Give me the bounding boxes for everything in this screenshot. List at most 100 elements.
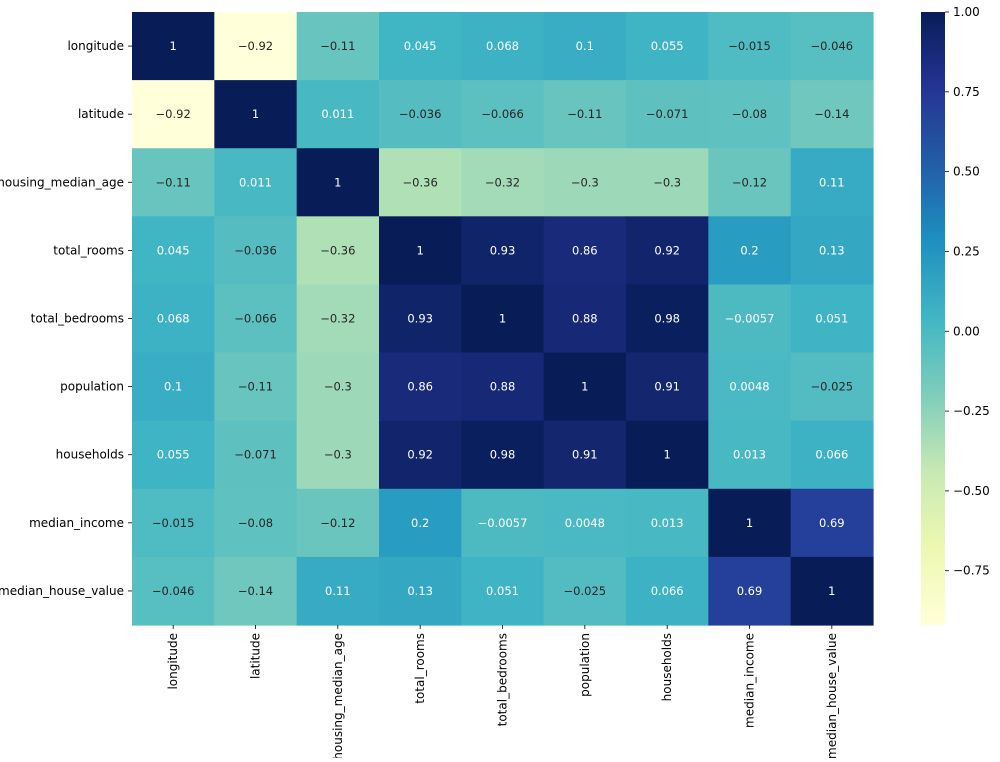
cell-value-label: −0.32 bbox=[485, 175, 520, 189]
x-tick-label: latitude bbox=[249, 633, 263, 679]
heatmap-cell bbox=[790, 216, 874, 286]
heatmap-cell bbox=[379, 488, 462, 558]
cell-value-label: 0.69 bbox=[737, 584, 763, 598]
colorbar-tick-label: 0.75 bbox=[953, 85, 980, 99]
y-tick-label: housing_median_age bbox=[0, 175, 124, 189]
heatmap-cell bbox=[296, 216, 380, 286]
y-tick-label: median_house_value bbox=[0, 584, 124, 598]
cell-value-label: −0.08 bbox=[238, 516, 273, 530]
cell-value-label: −0.11 bbox=[156, 175, 191, 189]
heatmap-cell bbox=[214, 284, 298, 354]
heatmap-cell bbox=[708, 216, 792, 286]
cell-value-label: 0.13 bbox=[819, 243, 845, 257]
heatmap-cell bbox=[132, 284, 215, 354]
heatmap-cell bbox=[132, 488, 215, 558]
cell-value-label: −0.3 bbox=[653, 175, 681, 189]
cell-value-label: 0.068 bbox=[157, 312, 190, 326]
cell-value-label: −0.36 bbox=[403, 175, 438, 189]
heatmap-cell bbox=[790, 80, 874, 149]
cell-value-label: 0.93 bbox=[490, 243, 516, 257]
heatmap-cell bbox=[132, 420, 215, 490]
y-tick-label: longitude bbox=[67, 39, 124, 53]
heatmap-cells bbox=[132, 12, 874, 626]
cell-value-label: 0.92 bbox=[654, 243, 680, 257]
heatmap-cell bbox=[543, 148, 627, 217]
heatmap-cell bbox=[461, 284, 545, 354]
colorbar: 1.00 0.75 0.50 0.25 0.00 −0.25 −0.50 −0.75 bbox=[921, 5, 990, 625]
heatmap-cell bbox=[626, 12, 709, 81]
cell-value-label: −0.3 bbox=[324, 380, 352, 394]
heatmap-cell bbox=[461, 12, 545, 81]
heatmap-cell bbox=[296, 12, 380, 81]
heatmap-cell bbox=[790, 488, 874, 558]
cell-value-label: 0.1 bbox=[576, 39, 594, 53]
heatmap-cell bbox=[708, 488, 792, 558]
x-tick-label: housing_median_age bbox=[331, 633, 345, 758]
heatmap-cell bbox=[626, 556, 709, 626]
colorbar-tick-label: 1.00 bbox=[953, 5, 980, 19]
x-tick-label: total_rooms bbox=[413, 633, 427, 704]
heatmap-cell bbox=[543, 488, 627, 558]
heatmap-cell bbox=[379, 80, 462, 149]
cell-value-label: −0.12 bbox=[320, 516, 355, 530]
heatmap-cell bbox=[132, 12, 215, 81]
heatmap-cell bbox=[296, 80, 380, 149]
heatmap-cell bbox=[214, 216, 298, 286]
cell-value-label: 0.86 bbox=[572, 243, 598, 257]
colorbar-tick-label: 0.00 bbox=[953, 324, 980, 338]
heatmap-cell bbox=[790, 148, 874, 217]
y-tick-label: total_rooms bbox=[53, 243, 124, 257]
heatmap-cell bbox=[214, 148, 298, 217]
x-tick-label: longitude bbox=[166, 633, 180, 690]
x-tick-label: total_bedrooms bbox=[496, 633, 510, 726]
cell-value-label: 1 bbox=[334, 175, 341, 189]
heatmap-cell bbox=[296, 556, 380, 626]
cell-value-label: −0.066 bbox=[481, 107, 524, 121]
cell-value-label: 0.011 bbox=[239, 175, 272, 189]
cell-value-label: −0.036 bbox=[234, 243, 277, 257]
cell-value-label: −0.071 bbox=[234, 448, 277, 462]
heatmap-cell bbox=[461, 352, 545, 422]
heatmap-cell bbox=[379, 12, 462, 81]
cell-value-label: −0.3 bbox=[324, 448, 352, 462]
heatmap-cell bbox=[708, 420, 792, 490]
heatmap-cell bbox=[708, 80, 792, 149]
heatmap-cell bbox=[543, 80, 627, 149]
cell-value-label: 0.068 bbox=[486, 39, 519, 53]
cell-value-label: 1 bbox=[664, 448, 671, 462]
cell-value-label: −0.92 bbox=[238, 39, 273, 53]
cell-value-label: 0.013 bbox=[733, 448, 766, 462]
cell-value-label: 0.69 bbox=[819, 516, 845, 530]
cell-value-label: −0.08 bbox=[732, 107, 767, 121]
heatmap-cell bbox=[461, 80, 545, 149]
cell-value-label: −0.11 bbox=[320, 39, 355, 53]
cell-value-label: 0.055 bbox=[651, 39, 684, 53]
cell-value-label: 1 bbox=[746, 516, 753, 530]
y-tick-label: median_income bbox=[29, 516, 124, 530]
heatmap-cell bbox=[379, 420, 462, 490]
cell-value-label: 0.98 bbox=[654, 312, 680, 326]
x-tick-label: households bbox=[660, 633, 674, 701]
heatmap-cell bbox=[132, 216, 215, 286]
cell-value-label: 0.011 bbox=[321, 107, 354, 121]
heatmap-cell bbox=[379, 148, 462, 217]
heatmap-cell bbox=[790, 420, 874, 490]
cell-value-label: 0.1 bbox=[164, 380, 182, 394]
heatmap-cell bbox=[543, 556, 627, 626]
y-tick-label: population bbox=[60, 380, 124, 394]
cell-annotations: 1 −0.92 −0.11 0.045 0.068 0.1 0.055 −0.015 −0.04… bbox=[152, 39, 853, 598]
y-tick-label: households bbox=[56, 448, 124, 462]
y-tick-label: total_bedrooms bbox=[31, 312, 124, 326]
cell-value-label: 0.045 bbox=[404, 39, 437, 53]
colorbar-tick-label: 0.25 bbox=[953, 244, 980, 258]
heatmap-cell bbox=[708, 556, 792, 626]
heatmap-cell bbox=[214, 420, 298, 490]
cell-value-label: −0.14 bbox=[814, 107, 849, 121]
heatmap-cell bbox=[379, 216, 462, 286]
heatmap-cell bbox=[296, 284, 380, 354]
heatmap-cell bbox=[132, 148, 215, 217]
y-tick-label: latitude bbox=[78, 107, 124, 121]
cell-value-label: 0.98 bbox=[490, 448, 516, 462]
cell-value-label: −0.32 bbox=[320, 312, 355, 326]
cell-value-label: −0.11 bbox=[238, 380, 273, 394]
